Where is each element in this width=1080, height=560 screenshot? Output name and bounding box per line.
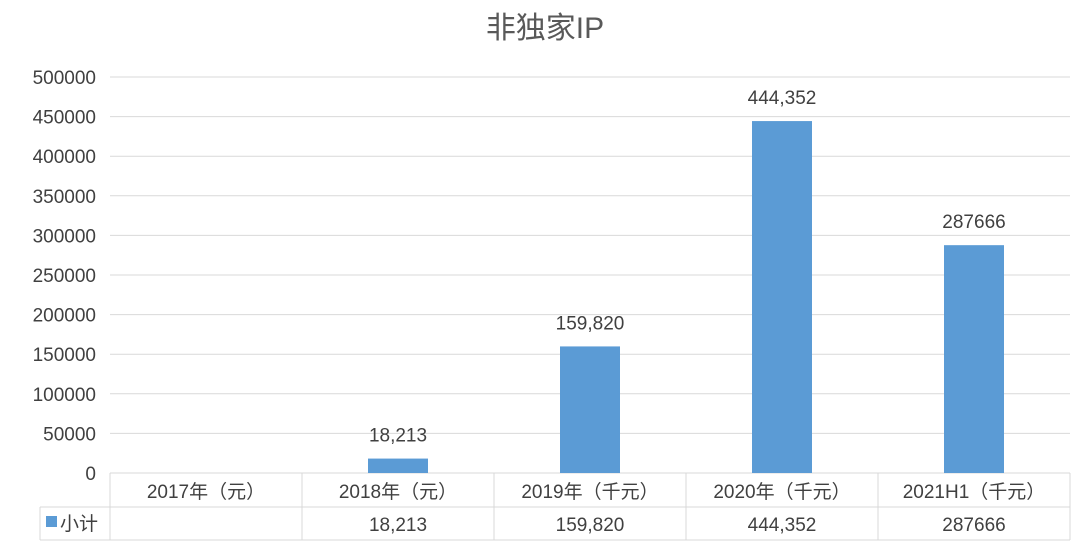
table-row-label: 小计 [60,513,98,535]
y-axis-ticks: 0 50000 100000 150000 200000 250000 300000 3500… [33,68,96,485]
category-label: 2020年（千元） [713,481,850,503]
data-label: 18,213 [369,426,427,447]
data-label: 159,820 [556,313,625,334]
y-tick-label: 100000 [33,385,96,406]
chart-title: 非独家IP [486,12,604,45]
legend-swatch [46,516,57,527]
y-tick-label: 500000 [33,68,96,89]
bars [368,121,1004,474]
table-cell: 18,213 [369,515,427,536]
data-label: 444,352 [748,88,817,109]
bar [752,121,812,474]
bar [560,346,620,473]
data-table: 2017年（元） 2018年（元） 2019年（千元） 2020年（千元） 2021H1… [39,473,1071,541]
y-tick-label: 450000 [33,108,96,129]
y-tick-label: 200000 [33,306,96,327]
table-cell: 444,352 [748,515,817,536]
bar [944,245,1004,473]
bar [368,458,428,473]
category-label: 2017年（元） [147,481,265,503]
table-cell: 287666 [942,515,1005,536]
y-tick-label: 0 [85,464,96,485]
table-cell: 159,820 [556,515,625,536]
data-label: 287666 [942,212,1005,233]
y-tick-label: 350000 [33,187,96,208]
y-tick-label: 250000 [33,266,96,287]
y-tick-label: 400000 [33,147,96,168]
category-label: 2019年（千元） [521,481,658,503]
gridlines [110,76,1070,474]
data-labels: 18,213 159,820 444,352 287666 [369,88,1006,447]
y-tick-label: 300000 [33,226,96,247]
category-label: 2018年（元） [339,481,457,503]
y-tick-label: 150000 [33,345,96,366]
category-label: 2021H1（千元） [903,481,1046,503]
y-tick-label: 50000 [43,424,96,445]
